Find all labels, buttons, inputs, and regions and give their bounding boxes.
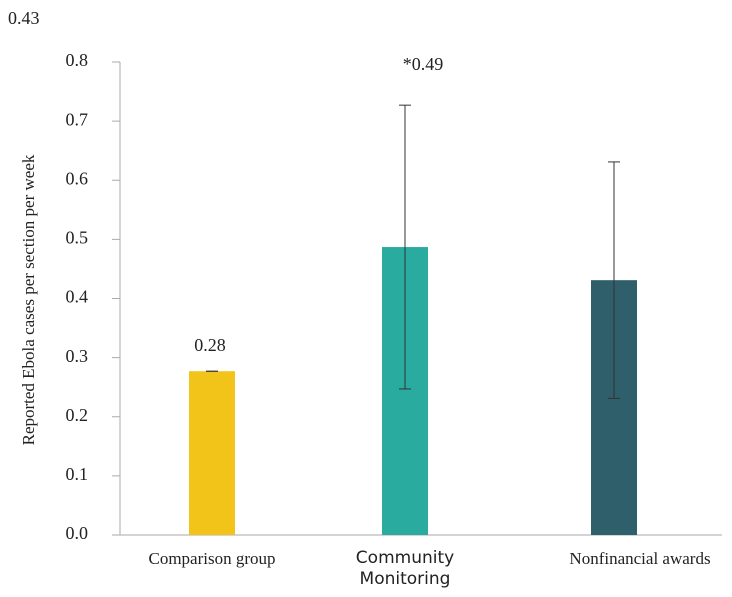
value-label: 0.28 bbox=[194, 335, 226, 355]
y-tick-label: 0.6 bbox=[66, 168, 89, 188]
y-tick-label: 0.1 bbox=[66, 464, 89, 484]
x-tick-label: Nonfinancial awards bbox=[569, 549, 711, 568]
value-label: 0.43 bbox=[8, 8, 40, 28]
x-tick-label: Comparison group bbox=[148, 549, 276, 568]
y-tick-label: 0.0 bbox=[66, 523, 89, 543]
y-tick-label: 0.2 bbox=[66, 405, 89, 425]
y-tick-label: 0.8 bbox=[66, 50, 89, 70]
value-label: *0.49 bbox=[403, 54, 444, 74]
y-tick-label: 0.7 bbox=[66, 109, 89, 129]
y-tick-label: 0.4 bbox=[66, 287, 89, 307]
y-axis-label: Reported Ebola cases per section per wee… bbox=[19, 154, 38, 445]
y-tick-label: 0.5 bbox=[66, 228, 89, 248]
bar bbox=[189, 371, 235, 535]
y-tick-label: 0.3 bbox=[66, 346, 89, 366]
x-tick-label: Community Monitoring bbox=[355, 548, 455, 589]
